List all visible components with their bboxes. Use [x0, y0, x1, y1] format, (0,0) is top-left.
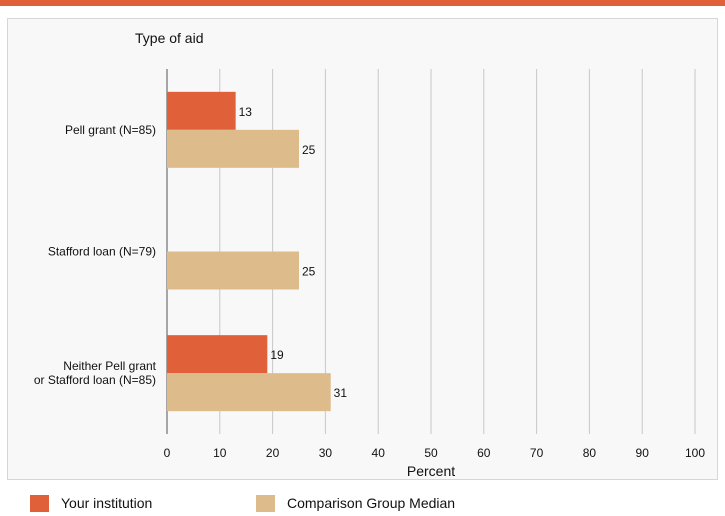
x-tick-labels: 0 10 20 30 40 50 60 70 80 90 100	[164, 446, 706, 460]
category-label-0: Pell grant (N=85)	[65, 123, 156, 137]
bar-your-institution-2	[167, 335, 268, 374]
bar-chart: Type of aid 13 25 25 19 31 Pell grant (N=85)…	[34, 30, 706, 479]
data-label-comparison-group-median-2: 31	[334, 386, 348, 400]
chart-frame	[7, 18, 718, 480]
category-label-1: Stafford loan (N=79)	[48, 245, 156, 259]
x-tick-label-50: 50	[424, 446, 438, 460]
x-axis-label: Percent	[407, 463, 455, 479]
bar-comparison-group-median-2	[167, 373, 331, 412]
x-tick-label-40: 40	[372, 446, 386, 460]
x-tick-label-10: 10	[213, 446, 227, 460]
x-tick-label-70: 70	[530, 446, 544, 460]
data-label-your-institution-2: 19	[270, 348, 284, 362]
bars	[167, 91, 331, 412]
data-label-comparison-group-median-1: 25	[302, 265, 316, 279]
x-tick-label-0: 0	[164, 446, 171, 460]
chart-title: Type of aid	[135, 30, 204, 46]
x-tick-label-60: 60	[477, 446, 491, 460]
x-tick-label-90: 90	[636, 446, 650, 460]
x-tick-label-20: 20	[266, 446, 280, 460]
legend-swatch-your-institution	[30, 495, 49, 512]
data-label-comparison-group-median-0: 25	[302, 143, 316, 157]
bar-your-institution-0	[167, 91, 236, 130]
category-labels: Pell grant (N=85) Stafford loan (N=79) Nei…	[34, 123, 157, 387]
x-tick-label-80: 80	[583, 446, 597, 460]
x-tick-label-100: 100	[685, 446, 705, 460]
legend: Your institution Comparison Group Median	[0, 490, 725, 516]
category-label-2: Neither Pell grant or Stafford loan (N=85…	[34, 359, 157, 387]
legend-label-your-institution: Your institution	[61, 495, 153, 511]
header-accent-bar	[0, 0, 725, 6]
data-labels: 13 25 25 19 31	[239, 105, 348, 400]
legend-swatch-comparison-group-median	[256, 495, 275, 512]
data-label-your-institution-0: 13	[239, 105, 253, 119]
bar-comparison-group-median-1	[167, 251, 299, 290]
bar-comparison-group-median-0	[167, 129, 299, 168]
legend-label-comparison-group-median: Comparison Group Median	[287, 495, 456, 511]
x-tick-label-30: 30	[319, 446, 333, 460]
